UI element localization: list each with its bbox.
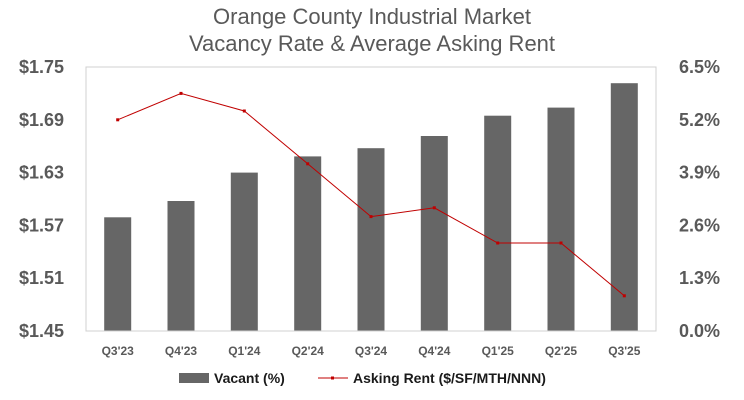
vacancy-bar-q325 [610, 83, 638, 331]
vacancy-bar-q424 [420, 136, 448, 331]
asking-rent-point-q124 [242, 109, 246, 113]
x-tick-label: Q3'23 [102, 344, 135, 358]
plot-area-border [85, 66, 657, 332]
right-tick-label: 0.0% [679, 321, 720, 341]
left-tick-label: $1.51 [19, 268, 64, 288]
x-tick-label: Q3'24 [355, 344, 388, 358]
legend-marker-asking-rent [331, 376, 334, 380]
right-tick-label: 5.2% [679, 110, 720, 130]
legend-label-asking-rent: Asking Rent ($/SF/MTH/NNN) [353, 370, 546, 386]
x-tick-label: Q2'24 [292, 344, 325, 358]
asking-rent-point-q323 [116, 118, 120, 122]
left-tick-label: $1.63 [19, 163, 64, 183]
asking-rent-point-q424 [432, 206, 436, 210]
asking-rent-point-q324 [369, 215, 373, 219]
legend: Vacant (%) Asking Rent ($/SF/MTH/NNN) [179, 370, 546, 386]
chart-title-line-2: Vacancy Rate & Average Asking Rent [189, 31, 555, 56]
x-tick-label: Q3'25 [608, 344, 641, 358]
asking-rent-point-q225 [559, 241, 563, 245]
legend-swatch-vacant [179, 373, 209, 383]
left-tick-label: $1.57 [19, 215, 64, 235]
asking-rent-line-series [116, 91, 626, 298]
x-tick-label: Q4'24 [418, 344, 451, 358]
right-tick-label: 2.6% [679, 215, 720, 235]
left-axis-ticks: $1.75 $1.69 $1.63 $1.57 $1.51 $1.45 [19, 57, 64, 341]
left-tick-label: $1.75 [19, 57, 64, 77]
x-tick-label: Q2'25 [545, 344, 578, 358]
right-tick-label: 6.5% [679, 57, 720, 77]
chart-title-line-1: Orange County Industrial Market [213, 4, 531, 29]
vacancy-bar-q324 [357, 148, 385, 331]
vacancy-bar-q224 [294, 156, 322, 331]
vacancy-bar-q124 [230, 172, 258, 331]
vacancy-bar-q225 [547, 107, 575, 331]
left-tick-label: $1.45 [19, 321, 64, 341]
right-axis-ticks: 6.5% 5.2% 3.9% 2.6% 1.3% 0.0% [679, 57, 720, 341]
asking-rent-point-q224 [306, 162, 310, 166]
asking-rent-point-q125 [496, 241, 500, 245]
x-axis-ticks: Q3'23 Q4'23 Q1'24 Q2'24 Q3'24 Q4'24 Q1'25 Q2'25… [102, 344, 641, 358]
asking-rent-point-q325 [622, 294, 626, 298]
vacancy-bar-q323 [104, 217, 132, 331]
right-tick-label: 1.3% [679, 268, 720, 288]
x-tick-label: Q1'24 [228, 344, 261, 358]
x-tick-label: Q1'25 [482, 344, 515, 358]
vacancy-bars [104, 83, 638, 331]
x-tick-label: Q4'23 [165, 344, 198, 358]
vacancy-bar-q125 [484, 115, 512, 331]
right-tick-label: 3.9% [679, 163, 720, 183]
legend-label-vacant: Vacant (%) [214, 370, 285, 386]
left-tick-label: $1.69 [19, 110, 64, 130]
asking-rent-point-q423 [179, 91, 183, 95]
vacancy-bar-q423 [167, 201, 195, 331]
